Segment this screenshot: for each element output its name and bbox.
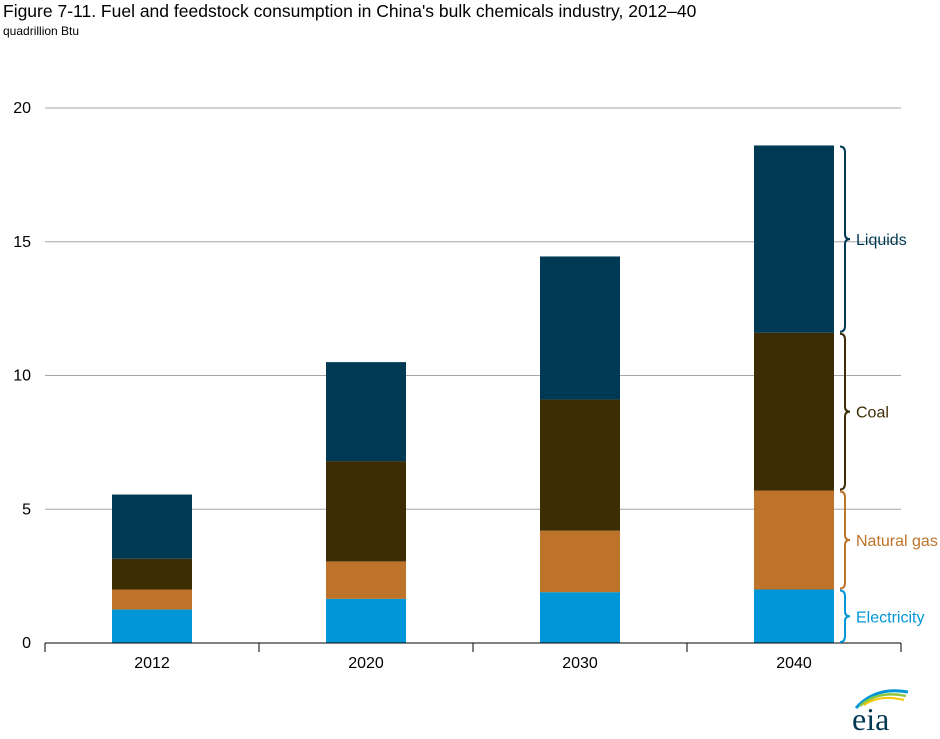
eia-logo: eia — [846, 684, 916, 737]
bar-segment-natural_gas-2012 — [112, 589, 192, 610]
bar-segment-natural_gas-2030 — [540, 530, 620, 593]
y-tick-labels: 0 5 10 15 20 — [13, 100, 31, 652]
logo-arc-green — [859, 693, 907, 707]
x-tick-label: 2012 — [134, 655, 170, 672]
bar-segment-coal-2040 — [754, 332, 834, 491]
chart-title: Figure 7-11. Fuel and feedstock consumpt… — [3, 1, 697, 21]
x-tick-label: 2030 — [562, 655, 598, 672]
y-tick-label: 10 — [13, 368, 31, 385]
bar-segment-coal-2030 — [540, 399, 620, 531]
x-tick-label: 2020 — [348, 655, 384, 672]
y-tick-label: 15 — [13, 234, 31, 251]
logo-arc-blue — [854, 689, 909, 710]
x-tick-labels: 2012 2020 2030 2040 — [134, 655, 812, 672]
bar-segment-liquids-2030 — [540, 256, 620, 400]
brace-liquids — [839, 145, 851, 333]
series-labels: Electricity Natural gas Coal Liquids — [856, 232, 938, 626]
bars — [112, 145, 834, 643]
bar-segment-coal-2020 — [326, 461, 406, 562]
bar-segment-electricity-2030 — [540, 592, 620, 643]
brace-electricity — [839, 589, 851, 643]
brace-natural_gas — [839, 490, 851, 590]
y-tick-label: 20 — [13, 100, 31, 117]
logo-text: eia — [852, 701, 889, 734]
bar-segment-liquids-2040 — [754, 145, 834, 333]
legend-label-coal: Coal — [856, 405, 889, 422]
y-axis-units: quadrillion Btu — [3, 24, 80, 38]
series-braces — [839, 145, 851, 643]
bar-segment-electricity-2040 — [754, 589, 834, 643]
x-tick-label: 2040 — [776, 655, 812, 672]
brace-coal — [839, 332, 851, 491]
bar-segment-liquids-2020 — [326, 362, 406, 462]
legend-label-natural_gas: Natural gas — [856, 533, 938, 550]
y-tick-label: 5 — [22, 501, 31, 518]
y-tick-label: 0 — [22, 635, 31, 652]
bar-segment-natural_gas-2020 — [326, 561, 406, 599]
legend-label-liquids: Liquids — [856, 232, 907, 249]
legend-label-electricity: Electricity — [856, 609, 924, 626]
bar-segment-natural_gas-2040 — [754, 490, 834, 590]
bar-segment-electricity-2012 — [112, 609, 192, 643]
bar-segment-electricity-2020 — [326, 598, 406, 643]
bar-segment-coal-2012 — [112, 558, 192, 590]
axes — [44, 642, 902, 652]
bar-segment-liquids-2012 — [112, 494, 192, 559]
logo-arc-yellow — [863, 696, 905, 706]
